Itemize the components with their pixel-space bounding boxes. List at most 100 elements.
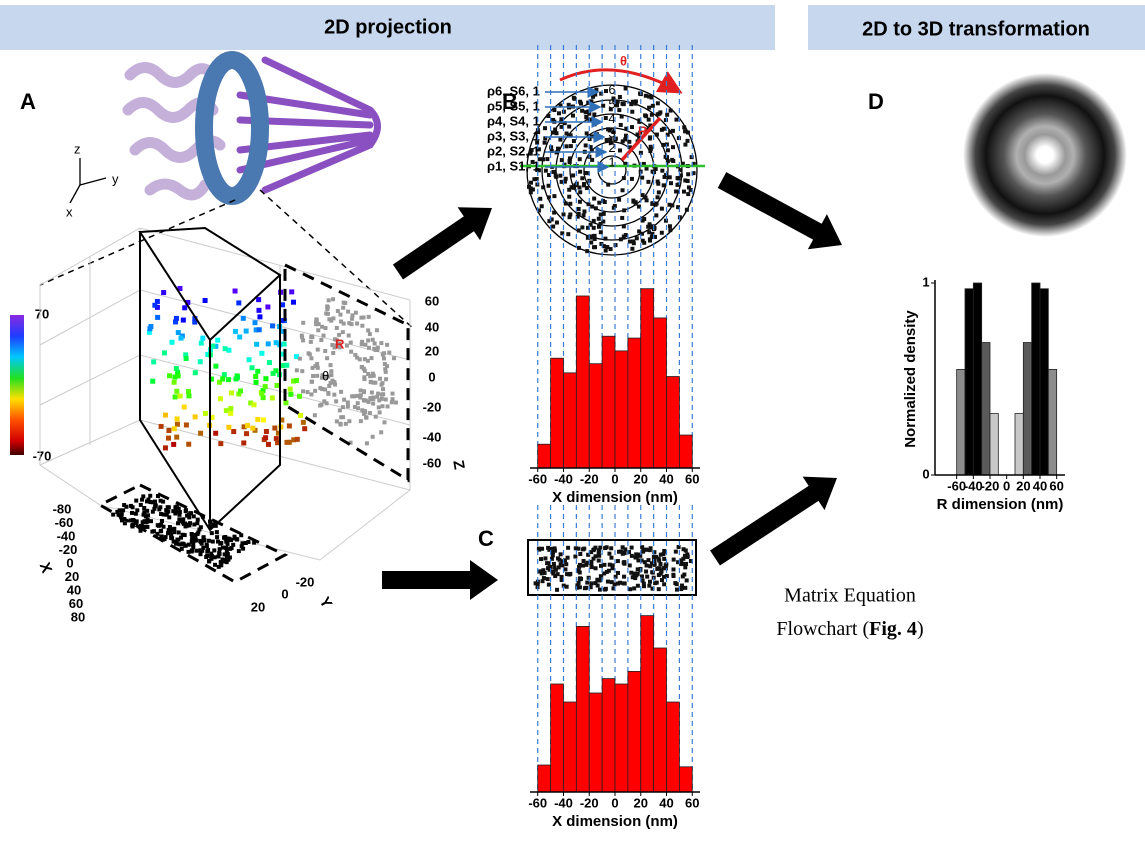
point [679, 561, 684, 566]
bar [588, 363, 603, 469]
point [658, 110, 663, 115]
point [259, 391, 265, 397]
point [541, 568, 546, 573]
point [640, 175, 645, 180]
point [576, 228, 581, 233]
point [243, 540, 248, 545]
point [272, 425, 278, 431]
point [647, 105, 652, 110]
point [572, 96, 577, 101]
point [557, 111, 562, 116]
point [316, 322, 321, 327]
point [229, 546, 234, 551]
point [621, 560, 626, 565]
point [171, 539, 176, 544]
point [647, 222, 652, 227]
point [567, 124, 572, 129]
point [182, 521, 187, 526]
point [366, 400, 371, 405]
x-tick-label: -60 [55, 515, 74, 530]
point [681, 556, 686, 561]
point [244, 431, 250, 437]
point [180, 532, 185, 537]
point [567, 215, 572, 220]
point [219, 563, 224, 568]
point [363, 410, 368, 415]
point [382, 420, 387, 425]
point [591, 556, 596, 561]
point [639, 574, 644, 579]
point [334, 343, 339, 348]
point [166, 435, 172, 441]
x-tick-label: -60 [528, 795, 547, 810]
point [598, 563, 603, 568]
z-tick-label: 0 [428, 369, 435, 384]
point [620, 551, 625, 556]
point [380, 352, 385, 357]
point [355, 321, 360, 326]
point [658, 571, 663, 576]
point [598, 221, 603, 226]
point [176, 530, 181, 535]
header-bar [808, 5, 1145, 50]
point [563, 176, 568, 181]
point [620, 188, 625, 193]
point [231, 429, 237, 435]
point [138, 528, 143, 533]
point [223, 534, 228, 539]
point [644, 127, 649, 132]
point [633, 576, 638, 581]
point [642, 240, 647, 245]
point [567, 156, 572, 161]
point [179, 518, 184, 523]
point [180, 317, 186, 323]
note-ref[interactable]: Fig. 4 [869, 618, 917, 640]
point [196, 530, 201, 535]
point [569, 185, 574, 190]
point [164, 508, 169, 513]
point [385, 342, 390, 347]
point [646, 117, 651, 122]
point [642, 217, 647, 222]
point [339, 389, 344, 394]
point [179, 546, 184, 551]
point [564, 144, 569, 149]
point [594, 132, 599, 137]
point [239, 544, 244, 549]
point [294, 354, 300, 360]
point [161, 350, 167, 356]
point [253, 373, 259, 379]
point [375, 345, 380, 350]
point [595, 583, 600, 588]
point [355, 355, 360, 360]
point [297, 356, 302, 361]
point [652, 560, 657, 565]
point [680, 161, 685, 166]
point [134, 519, 139, 524]
point [649, 235, 654, 240]
point [612, 582, 617, 587]
point [298, 412, 304, 418]
bar [666, 701, 680, 793]
point [689, 155, 694, 160]
point [387, 350, 392, 355]
point [326, 298, 331, 303]
point [390, 391, 395, 396]
point [182, 533, 187, 538]
point [650, 231, 655, 236]
arrow [392, 207, 492, 280]
point [630, 575, 635, 580]
point [162, 445, 168, 451]
point [588, 585, 593, 590]
point [186, 512, 191, 517]
point [176, 521, 181, 526]
point [660, 168, 665, 173]
point [154, 304, 160, 310]
point [653, 202, 658, 207]
z-tick-label: -20 [423, 399, 442, 414]
point [633, 101, 638, 106]
x-tick-label: 20 [1016, 478, 1030, 493]
point [573, 554, 578, 559]
point [583, 170, 588, 175]
